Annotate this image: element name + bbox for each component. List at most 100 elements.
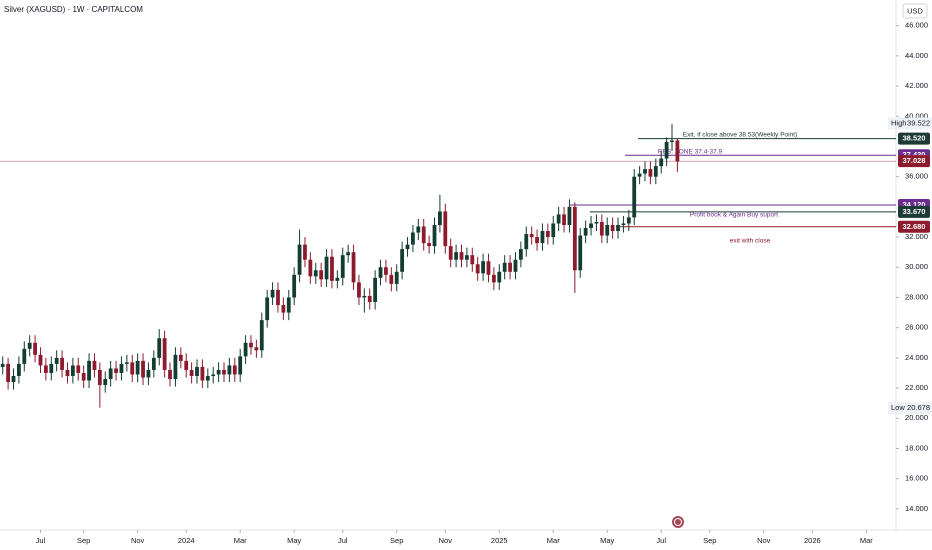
candle-body: [319, 270, 324, 280]
candle-body: [232, 365, 237, 375]
x-tick-label: Mar: [234, 536, 247, 545]
candle-body: [481, 261, 485, 274]
candle-body: [162, 338, 167, 370]
candle-body: [416, 226, 421, 233]
candle-body: [70, 365, 75, 376]
candle-body: [610, 224, 615, 232]
candle-body: [249, 342, 253, 348]
candle-body: [664, 141, 669, 159]
candle-body: [540, 231, 545, 244]
candle-body: [189, 369, 194, 376]
candle-body: [22, 348, 27, 364]
level-box: [898, 205, 930, 218]
candle-body: [653, 166, 658, 177]
y-tick-label: 30.000: [905, 262, 928, 271]
candle-body: [626, 217, 631, 224]
candle-body: [351, 252, 356, 283]
chart-title: Silver (XAGUSD) · 1W · CAPITALCOM: [4, 5, 143, 14]
candle-body: [384, 267, 388, 275]
candle-body: [173, 354, 178, 380]
candle-body: [243, 342, 248, 357]
marker-value: 20.678: [907, 403, 930, 412]
y-tick-label: 28.000: [905, 292, 928, 301]
candle-body: [184, 360, 189, 370]
currency-box[interactable]: [902, 3, 928, 19]
candle-body: [675, 140, 680, 162]
candle-body: [87, 360, 91, 381]
level-box: [898, 155, 930, 168]
level-note: RES. ZONE 37.4-37.9: [658, 149, 723, 156]
candle-body: [599, 221, 604, 236]
candle-body: [146, 369, 151, 378]
candle-body: [76, 365, 81, 373]
x-tick-label: Nov: [757, 536, 771, 545]
level-label: 34.120: [903, 200, 926, 209]
candle-body: [367, 295, 372, 302]
candle-body: [335, 277, 340, 281]
level-box: [898, 220, 930, 233]
candle-body: [491, 274, 496, 283]
x-tick-label: May: [600, 536, 614, 545]
candle-body: [303, 244, 307, 260]
x-tick-label: 2026: [804, 536, 821, 545]
candle-body: [200, 366, 205, 381]
candle-body: [308, 259, 313, 277]
candle-body: [513, 259, 518, 272]
candle-body: [108, 368, 113, 380]
y-tick-label: 18.000: [905, 443, 928, 452]
marker-label: High: [891, 118, 906, 127]
x-tick-label: Sep: [703, 536, 716, 545]
y-tick-label: 20.000: [905, 413, 928, 422]
candle-body: [43, 365, 48, 373]
candle-body: [81, 372, 86, 381]
candle-body: [281, 305, 286, 313]
marker-box: [888, 402, 932, 415]
candle-body: [567, 206, 572, 225]
candle-body: [659, 158, 664, 167]
candle-body: [524, 234, 529, 250]
candle-body: [637, 173, 642, 177]
candle-body: [616, 224, 620, 232]
candle-body: [168, 369, 172, 380]
candle-body: [438, 211, 442, 225]
marker-label: Low: [891, 403, 905, 412]
candle-body: [443, 211, 448, 247]
candle-body: [195, 366, 199, 376]
candle-body: [427, 243, 432, 247]
candle-body: [556, 214, 561, 224]
candle-body: [292, 274, 297, 298]
candle-body: [216, 369, 221, 375]
candle-body: [130, 362, 135, 375]
marker-box: [888, 117, 932, 130]
candle-body: [227, 365, 232, 375]
candle-body: [578, 235, 583, 271]
candle-body: [205, 375, 210, 381]
candle-body: [313, 270, 318, 277]
y-tick-label: 40.000: [905, 111, 928, 120]
candle-body: [16, 363, 21, 376]
candle-body: [92, 360, 97, 370]
candle-body: [362, 295, 367, 298]
candle-body: [572, 206, 577, 271]
level-label: 37.420: [903, 150, 926, 159]
y-tick-label: 42.000: [905, 81, 928, 90]
candle-body: [643, 169, 647, 174]
candle-body: [400, 249, 405, 272]
x-tick-label: Nov: [439, 536, 453, 545]
candle-body: [254, 347, 259, 351]
logo: [672, 516, 684, 528]
y-tick-label: 24.000: [905, 353, 928, 362]
candle-body: [222, 369, 226, 375]
candle-body: [421, 226, 426, 244]
candle-body: [448, 246, 453, 260]
candle-body: [141, 360, 145, 378]
candle-body: [589, 223, 593, 229]
candle-body: [632, 176, 637, 218]
candle-body: [286, 297, 291, 313]
candle-body: [346, 252, 351, 256]
x-tick-label: Nov: [131, 536, 145, 545]
candle-body: [411, 232, 415, 245]
x-tick-label: May: [287, 536, 301, 545]
